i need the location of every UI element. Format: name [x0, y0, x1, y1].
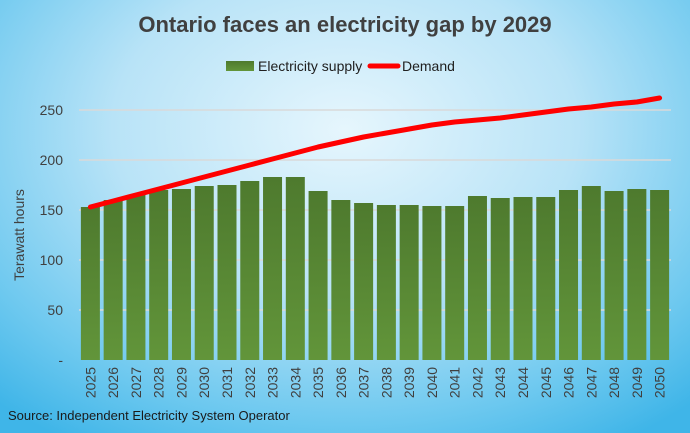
- x-tick-label: 2034: [287, 367, 303, 398]
- x-tick-label: 2041: [447, 367, 463, 398]
- y-tick-label: 50: [47, 302, 63, 318]
- y-axis-title: Terawatt hours: [11, 189, 27, 281]
- x-tick-label: 2033: [265, 367, 281, 398]
- x-tick-label: 2046: [561, 367, 577, 398]
- supply-bar: [331, 200, 351, 360]
- x-tick-label: 2048: [606, 367, 622, 398]
- supply-bar: [399, 205, 419, 360]
- supply-bar: [263, 177, 283, 360]
- supply-bar: [536, 197, 556, 360]
- supply-bar: [217, 185, 237, 360]
- legend: Electricity supply Demand: [226, 58, 455, 74]
- x-tick-label: 2032: [242, 367, 258, 398]
- x-tick-label: 2040: [424, 367, 440, 398]
- legend-label-demand: Demand: [402, 58, 455, 74]
- supply-bar: [559, 190, 579, 360]
- x-tick-label: 2036: [333, 367, 349, 398]
- supply-bar: [308, 191, 328, 360]
- supply-bar: [627, 189, 647, 360]
- supply-bar: [194, 186, 214, 360]
- x-tick-label: 2035: [310, 367, 326, 398]
- y-tick-label: -: [58, 352, 63, 368]
- x-tick-label: 2028: [151, 367, 167, 398]
- x-tick-label: 2044: [515, 367, 531, 398]
- x-tick-label: 2025: [82, 367, 98, 398]
- supply-bar: [103, 200, 123, 360]
- supply-bar: [581, 186, 601, 360]
- x-tick-label: 2037: [356, 367, 372, 398]
- supply-bar: [490, 198, 510, 360]
- x-tick-label: 2029: [173, 367, 189, 398]
- supply-bar: [445, 206, 465, 360]
- legend-swatch-supply: [226, 61, 254, 71]
- y-tick-label: 200: [40, 152, 64, 168]
- demand-line: [87, 95, 663, 210]
- supply-bar: [376, 205, 396, 360]
- supply-bar: [354, 203, 374, 360]
- x-tick-label: 2039: [401, 367, 417, 398]
- x-tick-label: 2050: [652, 367, 668, 398]
- supply-bar: [422, 206, 442, 360]
- y-tick-label: 250: [40, 102, 64, 118]
- supply-bar: [171, 189, 191, 360]
- source-note: Source: Independent Electricity System O…: [8, 408, 290, 423]
- legend-label-supply: Electricity supply: [258, 58, 362, 74]
- x-tick-label: 2031: [219, 367, 235, 398]
- supply-bar: [513, 197, 533, 360]
- x-tick-label: 2042: [469, 367, 485, 398]
- x-tick-label: 2026: [105, 367, 121, 398]
- supply-bar: [126, 195, 146, 360]
- supply-bar: [650, 190, 670, 360]
- supply-bar: [467, 196, 487, 360]
- supply-bar: [80, 207, 100, 360]
- x-tick-label: 2030: [196, 367, 212, 398]
- supply-bar: [604, 191, 624, 360]
- supply-bar: [149, 190, 169, 360]
- supply-bar: [285, 177, 305, 360]
- y-tick-label: 100: [40, 252, 64, 268]
- x-tick-label: 2045: [538, 367, 554, 398]
- x-tick-label: 2043: [492, 367, 508, 398]
- x-tick-label: 2047: [583, 367, 599, 398]
- y-tick-label: 150: [40, 202, 64, 218]
- supply-bar: [240, 181, 260, 360]
- x-tick-label: 2038: [378, 367, 394, 398]
- x-tick-label: 2049: [629, 367, 645, 398]
- x-tick-label: 2027: [128, 367, 144, 398]
- chart-title: Ontario faces an electricity gap by 2029: [138, 12, 551, 37]
